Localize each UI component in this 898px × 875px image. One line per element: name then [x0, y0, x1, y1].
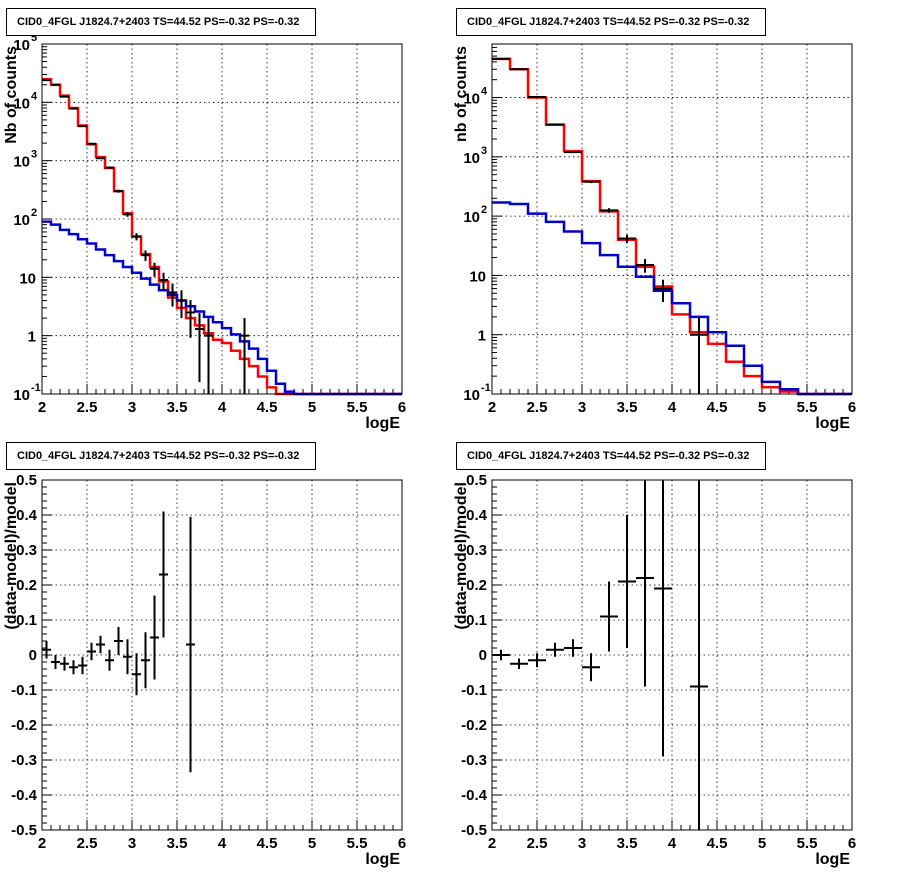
y-tick-label: 10	[13, 37, 30, 54]
x-tick-label: 5	[758, 835, 766, 852]
y-tick-label: 0.1	[16, 612, 37, 629]
y-tick-exponent: 2	[481, 204, 487, 216]
y-axis-label: (data-model)/model	[453, 482, 470, 630]
panel-title-bottom-left: CID0_4FGL J1824.7+2403 TS=44.52 PS=-0.32…	[6, 442, 316, 470]
y-tick-label: 0.3	[16, 542, 37, 559]
y-tick-label: -0.1	[11, 682, 37, 699]
y-tick-label: 10	[19, 270, 36, 287]
x-axis-label: logE	[815, 851, 850, 868]
x-tick-label: 5.5	[347, 399, 368, 416]
x-tick-label: 2.5	[77, 399, 98, 416]
y-tick-label: -0.2	[11, 717, 37, 734]
y-tick-label: 0	[479, 647, 487, 664]
y-tick-label: 10	[469, 268, 486, 285]
x-tick-label: 3.5	[167, 399, 188, 416]
plot-frame	[491, 479, 853, 831]
panel-title-bottom-right: CID0_4FGL J1824.7+2403 TS=44.52 PS=-0.32…	[456, 442, 766, 470]
x-tick-label: 5.5	[797, 399, 818, 416]
y-tick-label: 10	[13, 387, 30, 404]
y-tick-label: 10	[463, 91, 480, 108]
y-tick-label: -0.3	[461, 752, 487, 769]
x-tick-label: 3.5	[167, 835, 188, 852]
y-tick-label: 0.4	[466, 507, 488, 524]
y-tick-exponent: 3	[31, 149, 37, 161]
x-tick-label: 2.5	[527, 835, 548, 852]
y-tick-label: 10	[463, 150, 480, 167]
y-axis-label: (data-model)/model	[3, 482, 20, 630]
y-tick-label: 10	[463, 387, 480, 404]
x-tick-label: 3.5	[617, 399, 638, 416]
x-tick-label: 3	[128, 399, 136, 416]
y-tick-label: -0.4	[461, 787, 488, 804]
x-tick-label: 3	[578, 835, 586, 852]
x-tick-label: 4.5	[257, 835, 278, 852]
y-tick-label: 0.5	[16, 472, 37, 489]
panel-title-top-right: CID0_4FGL J1824.7+2403 TS=44.52 PS=-0.32…	[456, 8, 766, 36]
x-tick-label: 4	[668, 399, 677, 416]
y-tick-exponent: 4	[31, 90, 38, 102]
y-tick-exponent: -1	[481, 382, 491, 394]
x-tick-label: 3	[578, 399, 586, 416]
x-tick-label: 5.5	[347, 835, 368, 852]
plot-frame	[41, 479, 403, 831]
x-tick-label: 6	[848, 399, 856, 416]
y-axis-label: nb of counts	[453, 46, 470, 142]
model-component-histogram	[492, 201, 852, 396]
y-tick-label: -0.3	[11, 752, 37, 769]
y-tick-label: -0.1	[461, 682, 487, 699]
x-tick-label: 6	[398, 399, 406, 416]
y-tick-label: 0.2	[466, 577, 487, 594]
y-tick-label: 10	[13, 95, 30, 112]
y-tick-label: 0.2	[16, 577, 37, 594]
y-tick-exponent: -1	[31, 382, 41, 394]
y-tick-label: -0.5	[461, 822, 487, 839]
y-tick-label: 0.1	[466, 612, 487, 629]
x-tick-label: 4.5	[707, 835, 728, 852]
panel-title-top-left: CID0_4FGL J1824.7+2403 TS=44.52 PS=-0.32…	[6, 8, 316, 36]
y-tick-label: 1	[28, 329, 36, 346]
x-tick-label: 2	[488, 835, 496, 852]
x-tick-label: 2.5	[527, 399, 548, 416]
x-tick-label: 2.5	[77, 835, 98, 852]
x-tick-label: 5	[308, 835, 316, 852]
y-tick-exponent: 3	[481, 145, 487, 157]
x-tick-label: 2	[488, 399, 496, 416]
x-tick-label: 2	[38, 835, 46, 852]
model-total-histogram	[492, 57, 852, 396]
y-tick-exponent: 2	[31, 207, 37, 219]
plot-frame	[491, 43, 853, 395]
y-tick-label: -0.4	[11, 787, 38, 804]
x-tick-label: 5	[308, 399, 316, 416]
y-tick-label: 0	[29, 647, 37, 664]
x-tick-label: 4	[218, 835, 227, 852]
x-tick-label: 5	[758, 399, 766, 416]
y-tick-label: 10	[463, 209, 480, 226]
y-axis-label: Nb of counts	[3, 46, 20, 144]
y-tick-label: -0.5	[11, 822, 37, 839]
y-tick-label: 0.4	[16, 507, 38, 524]
y-tick-label: 1	[478, 328, 486, 345]
x-tick-label: 4.5	[257, 399, 278, 416]
x-axis-label: logE	[365, 415, 400, 432]
x-tick-label: 3	[128, 835, 136, 852]
y-tick-exponent: 4	[481, 86, 488, 98]
x-axis-label: logE	[815, 415, 850, 432]
x-tick-label: 4	[218, 399, 227, 416]
x-tick-label: 5.5	[797, 835, 818, 852]
x-tick-label: 6	[848, 835, 856, 852]
y-tick-label: -0.2	[461, 717, 487, 734]
x-tick-label: 6	[398, 835, 406, 852]
x-tick-label: 4.5	[707, 399, 728, 416]
y-tick-label: 0.5	[466, 472, 487, 489]
x-tick-label: 3.5	[617, 835, 638, 852]
y-tick-label: 10	[13, 154, 30, 171]
plot-frame	[41, 43, 403, 395]
y-tick-exponent: 5	[31, 32, 37, 44]
x-tick-label: 4	[668, 835, 677, 852]
x-axis-label: logE	[365, 851, 400, 868]
x-tick-label: 2	[38, 399, 46, 416]
y-tick-label: 10	[13, 212, 30, 229]
y-tick-label: 0.3	[466, 542, 487, 559]
